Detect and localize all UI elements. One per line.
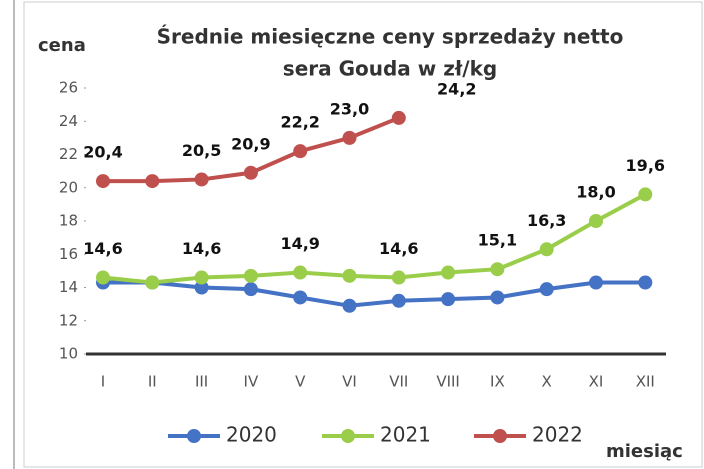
data-label: 14,9	[280, 234, 319, 253]
point	[243, 165, 258, 180]
chart-title: Średnie miesięczne ceny sprzedaży netto	[157, 25, 624, 49]
x-tick-label: I	[101, 373, 105, 391]
data-label: 24,2	[437, 79, 476, 98]
y-tick-label: 22	[59, 145, 78, 163]
legend-label: 2020	[226, 423, 277, 447]
point	[145, 275, 160, 290]
data-label: 22,2	[280, 113, 319, 132]
x-tick-label: III	[195, 373, 208, 391]
point	[194, 172, 209, 187]
point	[391, 293, 406, 308]
point	[490, 290, 505, 305]
point	[293, 144, 308, 159]
point	[539, 242, 554, 257]
data-label: 20,5	[182, 141, 221, 160]
point	[243, 268, 258, 283]
point	[96, 270, 110, 285]
x-tick-label: VII	[389, 373, 408, 391]
point	[391, 270, 406, 285]
y-tick-label: 24	[59, 112, 78, 130]
data-label: 15,1	[478, 231, 517, 250]
data-label: 14,6	[379, 239, 418, 258]
point	[638, 275, 653, 290]
point	[194, 270, 209, 285]
data-label: 16,3	[527, 211, 566, 230]
x-tick-label: X	[542, 373, 552, 391]
x-tick-label: VIII	[436, 373, 460, 391]
point	[342, 298, 357, 313]
point	[539, 282, 554, 297]
point	[96, 174, 110, 189]
point	[589, 214, 603, 228]
legend-marker	[341, 429, 355, 443]
y-tick-label: 18	[59, 212, 78, 230]
x-tick-label: V	[295, 373, 306, 391]
y-tick-label: 12	[59, 311, 78, 329]
point	[342, 130, 357, 145]
chart-subtitle: sera Gouda w zł/kg	[283, 57, 497, 81]
data-label: 20,9	[231, 134, 270, 153]
y-tick-label: 20	[59, 178, 78, 196]
data-label: 18,0	[576, 183, 615, 202]
point	[391, 110, 406, 125]
y-tick-label: 10	[59, 345, 78, 363]
point	[441, 292, 456, 307]
y-tick-label: 26	[59, 79, 78, 97]
point	[145, 174, 160, 189]
x-tick-label: IX	[490, 373, 505, 391]
data-label: 19,6	[626, 156, 665, 175]
series-line	[103, 280, 646, 308]
data-label: 23,0	[330, 99, 369, 118]
x-tick-label: XII	[636, 373, 655, 391]
point	[293, 265, 308, 280]
x-axis-label: miesiąc	[606, 441, 683, 462]
x-tick-label: XI	[589, 373, 604, 391]
point	[490, 262, 505, 277]
legend-marker	[493, 429, 507, 443]
y-axis-label: cena	[38, 35, 86, 56]
point	[194, 280, 209, 295]
point	[638, 187, 653, 202]
point	[243, 282, 258, 297]
data-label: 14,6	[182, 239, 221, 258]
x-tick-label: IV	[244, 373, 259, 391]
point	[589, 275, 603, 290]
legend-label: 2022	[532, 423, 583, 447]
series-line	[102, 192, 647, 285]
y-tick-label: 14	[59, 278, 78, 296]
point	[342, 268, 357, 283]
x-tick-label: VI	[342, 373, 357, 391]
y-tick-label: 16	[59, 245, 78, 263]
legend-label: 2021	[380, 423, 431, 447]
data-label: 20,4	[83, 143, 122, 162]
point	[441, 265, 456, 280]
data-label: 14,6	[83, 239, 122, 258]
x-tick-label: II	[148, 373, 157, 391]
legend-marker	[187, 429, 201, 443]
point	[293, 290, 308, 305]
chart-frame	[23, 1, 703, 468]
